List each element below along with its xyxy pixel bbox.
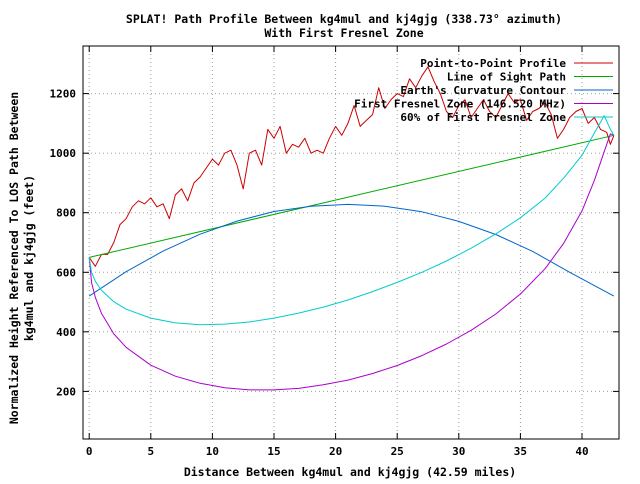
legend-label-0: Point-to-Point Profile: [420, 57, 566, 70]
x-tick-label: 25: [391, 445, 404, 458]
x-tick-label: 30: [452, 445, 465, 458]
x-tick-label: 5: [147, 445, 154, 458]
legend-label-1: Line of Sight Path: [447, 71, 566, 84]
series-lines: [88, 66, 615, 391]
legend-label-2: Earth's Curvature Contour: [400, 84, 566, 97]
x-tick-label: 10: [206, 445, 219, 458]
series-line-1: [89, 134, 615, 258]
series-line-4: [88, 115, 615, 326]
y-axis-ticks: 200 400 600 800 1000 1200: [50, 88, 619, 398]
series-line-3: [88, 133, 615, 391]
series-line-2: [88, 203, 615, 297]
x-axis-label: Distance Between kg4mul and kj4gjg (42.5…: [184, 465, 516, 479]
x-tick-label: 20: [329, 445, 342, 458]
y-tick-label: 800: [56, 207, 76, 220]
y-tick-label: 1200: [50, 88, 77, 101]
chart-title-line2: With First Fresnel Zone: [264, 26, 423, 40]
x-tick-label: 35: [514, 445, 527, 458]
x-tick-label: 40: [575, 445, 588, 458]
plot-frame: [82, 45, 620, 440]
y-axis-label-line2: kg4mul and kj4gjg (feet): [22, 175, 36, 341]
grid-lines: [83, 46, 619, 439]
y-tick-label: 600: [56, 266, 76, 279]
y-tick-label: 200: [56, 385, 76, 398]
x-tick-label: 15: [267, 445, 280, 458]
y-tick-label: 1000: [50, 147, 77, 160]
x-axis-ticks: 0 5 10 15 20 25 30 35 40: [86, 46, 589, 458]
x-tick-label: 0: [86, 445, 93, 458]
series-line-0: [88, 66, 615, 267]
chart-title-line1: SPLAT! Path Profile Between kg4mul and k…: [126, 12, 562, 26]
y-axis-label-line1: Normalized Height Referenced To LOS Path…: [7, 92, 21, 424]
legend-label-3: First Fresnel Zone (146.520 MHz): [354, 98, 566, 111]
y-tick-label: 400: [56, 326, 76, 339]
legend-label-4: 60% of First Fresnel Zone: [400, 111, 566, 124]
